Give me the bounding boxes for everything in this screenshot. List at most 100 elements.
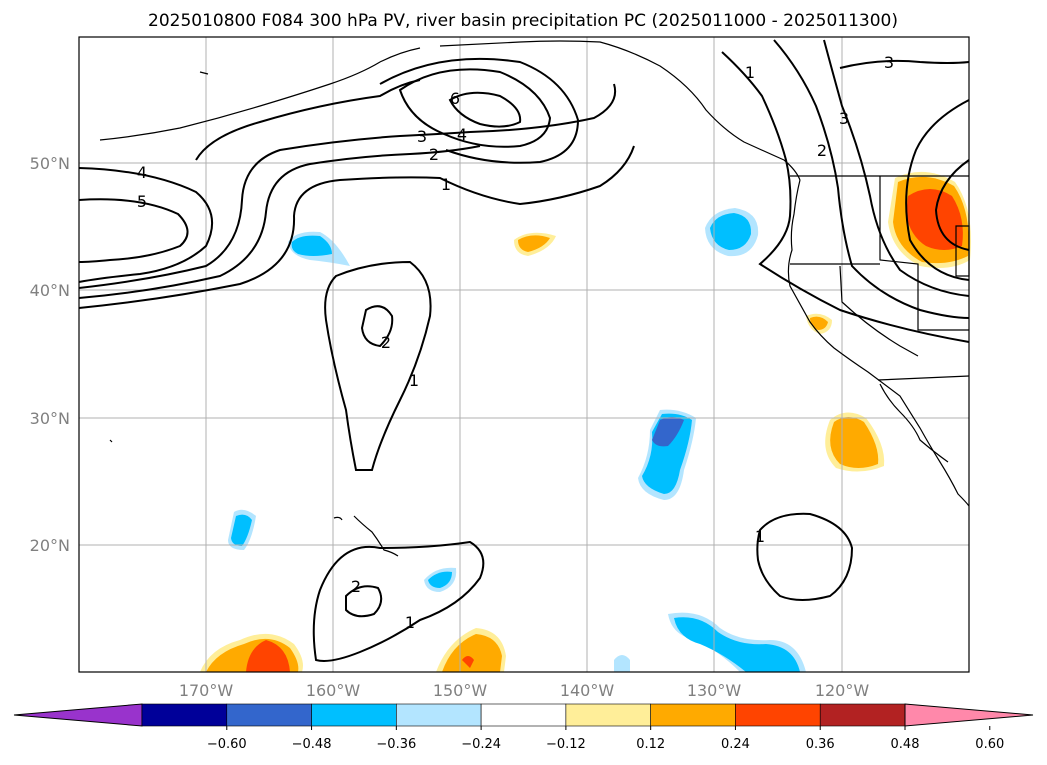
contour-label: 1 [745,63,755,82]
contour-label: 3 [884,53,894,72]
contour-label: 4 [137,163,147,182]
colorbar-tick-label: 0.36 [806,737,835,752]
lon-label-140w: 140°W [560,681,615,700]
colorbar-bin [650,703,736,727]
island-hawaii [333,515,399,557]
longitude-labels: 170°W 160°W 150°W 140°W 130°W 120°W [179,681,870,700]
contour-label: 1 [441,175,451,194]
colorbar-extend-low [13,703,143,727]
pv-contour-1-south [312,540,485,662]
precip-area-california-coast-core [810,316,828,330]
contour-label: 3 [839,109,849,128]
colorbar-extend-high [904,703,1034,727]
pv-contour-3-west [78,131,471,289]
coastline-alaska [99,40,801,181]
contour-label: 3 [417,127,427,146]
graticule [79,37,969,672]
colorbar-tick-label: 0.24 [721,737,750,752]
lat-label-20n: 20°N [30,536,70,555]
map-frame [78,36,970,673]
colorbar-bin [396,703,482,727]
contour-label: 5 [137,192,147,211]
contour-label: 2 [381,333,391,352]
contour-label: 6 [450,89,460,108]
colorbar: −0.60 −0.48 −0.36 −0.24 −0.12 0.12 0.24 0.36 0.4… [13,703,1034,752]
pv-contour-2-west [78,145,481,299]
contour-label: 4 [457,125,467,144]
pv-contour-2-south [345,585,383,618]
pv-contour-5-high [398,68,552,148]
colorbar-tick-label: −0.48 [292,737,332,752]
pv-contour-great-basin-inner [934,159,970,251]
contour-label: 2 [429,145,439,164]
precip-area-subtropical-peak [652,417,684,447]
lat-label-50n: 50°N [30,154,70,173]
lon-label-150w: 150°W [433,681,488,700]
colorbar-tick-label: −0.36 [376,737,416,752]
contour-label: 1 [409,371,419,390]
precip-area-pacific-nw-core [710,213,752,250]
colorbar-bin [141,703,228,727]
pv-contour-2-mid [360,305,394,348]
figure-title: 2025010800 F084 300 hPa PV, river basin … [148,11,898,31]
colorbar-bin [565,703,651,727]
coastline-baja [879,383,949,463]
colorbar-tick-label: −0.60 [207,737,247,752]
border-us-mexico [877,375,970,381]
lon-label-130w: 130°W [687,681,742,700]
colorbar-bin [226,703,312,727]
contour-label: 2 [817,141,827,160]
pv-contours [78,39,970,662]
contour-label: 1 [405,613,415,632]
pv-contour-3-high [469,83,616,133]
colorbar-tick-label: −0.24 [461,737,501,752]
pv-contour-6 [448,91,522,128]
contour-label: 1 [755,527,765,546]
pv-contour-5 [78,198,189,263]
pv-contour-outer-low [195,79,421,161]
precip-area-hawaii-east-core [428,571,452,588]
latitude-labels: 50°N 40°N 30°N 20°N [30,154,70,555]
colorbar-tick-label: 0.60 [975,737,1004,752]
precip-area-small-south [614,655,630,672]
colorbar-bin [480,703,567,727]
precip-area-subtropical-core [642,413,692,494]
pv-contour-4-high [379,57,580,164]
precip-shading [200,171,971,672]
lon-label-170w: 170°W [179,681,234,700]
island-small-1 [109,71,209,443]
coastlines [99,40,970,557]
colorbar-tick-label: 0.12 [636,737,665,752]
pv-contour-1-east-a [721,51,970,343]
coastline-west-coast [787,179,970,507]
lat-label-40n: 40°N [30,281,70,300]
precip-area-southwest-2-core [442,634,502,672]
precip-area-great-basin-core [906,189,963,250]
colorbar-bin [735,703,821,727]
precip-area-southwest-2-peak [462,656,474,668]
precip-area-south-central-core [674,617,800,672]
map-background [79,37,969,672]
precip-area-central-pacific-core [518,235,550,252]
border-california-nevada [839,265,919,357]
precip-area-southwest-1-core [246,640,290,672]
lon-label-120w: 120°W [815,681,870,700]
pv-contour-1-west [78,145,635,309]
precip-area-northwest-pacific-core [291,235,332,256]
precip-area-hawaii-west-core [231,514,252,546]
pv-contour-great-basin-loop [905,99,970,281]
lon-label-160w: 160°W [306,681,361,700]
pv-contour-1-mid [324,260,432,471]
pv-contour-4 [78,167,213,283]
pv-contour-3-ne [839,59,970,69]
colorbar-tick-label: 0.48 [891,737,920,752]
colorbar-bin [311,703,397,727]
pv-contour-1-se [756,512,854,601]
contour-label: 2 [351,577,361,596]
colorbar-tick-label: −0.12 [546,737,586,752]
pv-contour-2-east [773,39,970,319]
lat-label-30n: 30°N [30,409,70,428]
